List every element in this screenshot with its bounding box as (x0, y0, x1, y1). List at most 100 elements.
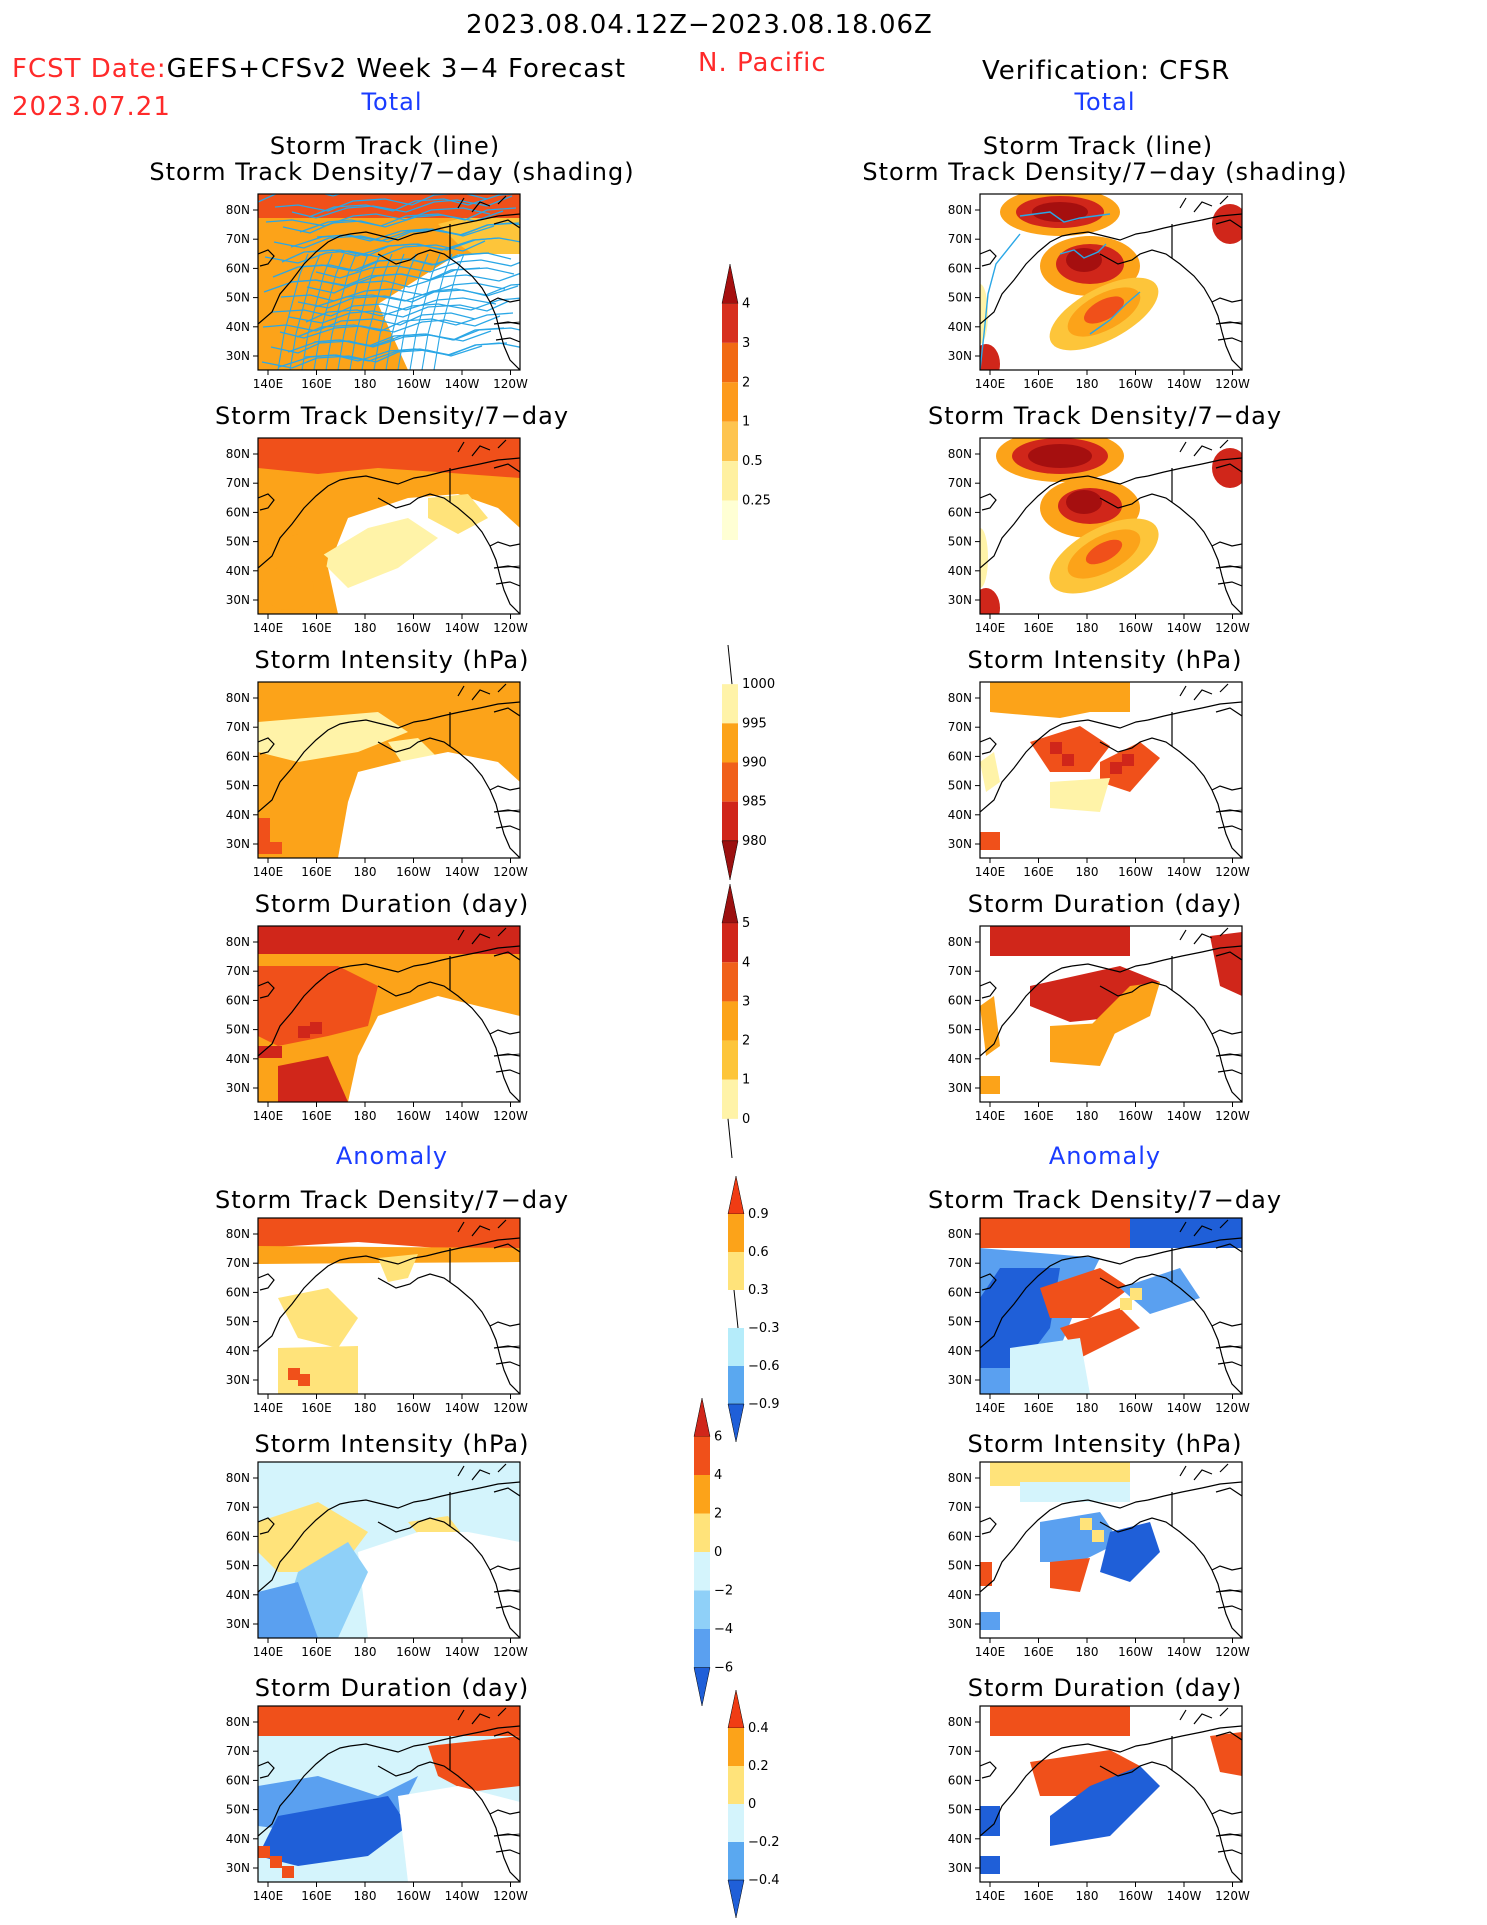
fcst-track-density-lines: 140E 160E 180 160W 140W 120W 80N 70N 60N 50N 40N 30… (226, 193, 528, 391)
colorbar-label: 2 (742, 375, 750, 390)
colorbar-segment (728, 1366, 744, 1404)
lon-label: 140W (1167, 377, 1202, 391)
verif-track-density-lines: 140E 160E 180 160W 140W 120W 80N 70N 60N 50N 40N 30… (948, 193, 1250, 391)
lat-label: 40N (226, 1588, 250, 1602)
colorbar-intensity-anom: 6 4 2 0 −2 −4 −6 (693, 1397, 733, 1707)
colorbar-segment (728, 1252, 744, 1290)
lon-label: 160E (301, 1889, 332, 1903)
coastline (258, 737, 275, 755)
coastline (349, 475, 427, 485)
border-line (1215, 809, 1242, 813)
title-duration-anom-right: Storm Duration (day) (967, 1674, 1243, 1702)
coastline (377, 981, 520, 1102)
lon-label: 120W (493, 1645, 528, 1659)
lat-label: 70N (226, 720, 250, 734)
coastline (980, 233, 1073, 325)
coastline (349, 1255, 427, 1265)
map-frame (257, 1705, 521, 1883)
storm-track-line (281, 237, 499, 263)
shaded-region (990, 1706, 1130, 1736)
colorbar-segment (728, 1214, 744, 1252)
map-frame (979, 1461, 1243, 1639)
colorbar-arrow (693, 1397, 711, 1437)
shaded-region (1030, 726, 1110, 772)
colorbar-segment (694, 1552, 710, 1591)
coastline (258, 233, 351, 325)
lat-label: 80N (226, 447, 250, 461)
shaded-region (1212, 204, 1242, 244)
coastline (1179, 1707, 1242, 1741)
coastline (425, 945, 520, 965)
storm-track-line (282, 210, 504, 234)
coastline (258, 981, 275, 999)
lon-label: 140E (253, 1889, 284, 1903)
shaded-region (358, 1532, 520, 1638)
coastline (258, 721, 351, 813)
fcst-intensity-anom: 140E 160E 180 160W 140W 120W 80N 70N 60N 50N 40N 30… (226, 1461, 528, 1659)
storm-track-line (271, 297, 497, 317)
lat-label: 50N (226, 1315, 250, 1329)
coastline (1211, 1321, 1242, 1327)
verif-duration: 140E 160E 180 160W 140W 120W 80N 70N 60N 50N 40N 30… (948, 925, 1250, 1123)
coastline (457, 683, 520, 717)
border-line (493, 1053, 520, 1057)
shaded-region (990, 1462, 1130, 1486)
lon-label: 140E (253, 1109, 284, 1123)
grid-cell (1092, 1530, 1104, 1542)
lat-label: 60N (226, 993, 250, 1007)
storm-track-line (290, 222, 520, 248)
coastline (425, 213, 520, 233)
storm-track-line (315, 259, 520, 279)
lon-label: 180 (1076, 1401, 1099, 1415)
colorbar-intensity: 1000 995 990 985 980 (721, 644, 775, 881)
lon-label: 120W (1215, 1889, 1250, 1903)
lat-label: 60N (948, 1529, 972, 1543)
grid-cell (258, 1846, 270, 1858)
lon-label: 140W (1167, 1889, 1202, 1903)
title-track-density-shading-right: Storm Track Density/7−day (shading) (862, 158, 1348, 186)
colorbar-segment (694, 1513, 710, 1552)
fcst-track-density-lines-field (258, 194, 520, 370)
shaded-region (1066, 248, 1102, 272)
colorbar-label: 990 (742, 756, 767, 771)
lon-label: 120W (1215, 1645, 1250, 1659)
fcst-intensity-field (258, 682, 520, 858)
lon-label: 140W (1167, 865, 1202, 879)
lat-label: 60N (948, 1285, 972, 1299)
lat-label: 40N (948, 1832, 972, 1846)
colorbar-label: 980 (742, 834, 767, 849)
fcst-density-anom-field (258, 1218, 520, 1394)
colorbar-segment (722, 382, 738, 422)
lon-label: 160W (396, 621, 431, 635)
lon-label: 180 (354, 1109, 377, 1123)
lon-label: 180 (354, 377, 377, 391)
coastline (1147, 701, 1242, 721)
lat-label: 60N (948, 505, 972, 519)
coastline (980, 1517, 997, 1535)
lon-label: 140E (975, 621, 1006, 635)
coastline (1099, 981, 1242, 1102)
storm-track-line (306, 272, 520, 294)
title-density-anom-right: Storm Track Density/7−day (927, 1186, 1283, 1214)
storm-track-line (980, 233, 1021, 370)
colorbar-segment (722, 421, 738, 462)
verif-duration-field (980, 926, 1242, 1102)
coastline (258, 1745, 351, 1837)
lon-label: 120W (1215, 1109, 1250, 1123)
lat-label: 30N (948, 349, 972, 363)
grid-cell (1062, 754, 1074, 766)
colorbar-segment (694, 1629, 710, 1668)
shaded-region (1085, 539, 1123, 565)
title-intensity-right: Storm Intensity (hPa) (967, 646, 1243, 674)
verif-track-density-field (980, 438, 1242, 614)
storm-track-line (296, 312, 514, 338)
total-label-left: Total (361, 88, 423, 116)
lat-label: 40N (948, 1344, 972, 1358)
coastline (1099, 493, 1242, 614)
lon-label: 140W (445, 1889, 480, 1903)
fcst-date: 2023.07.21 (12, 92, 171, 122)
lon-label: 160E (1023, 1889, 1054, 1903)
coastline (1071, 963, 1149, 973)
lon-label: 160W (1118, 621, 1153, 635)
shaded-region (348, 996, 520, 1102)
